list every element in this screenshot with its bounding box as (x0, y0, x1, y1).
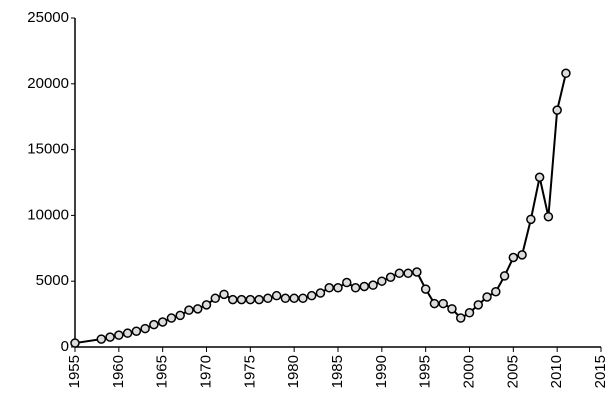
marker (201, 300, 212, 310)
x-tick-label: 1980 (285, 355, 302, 388)
x-tick-label: 1955 (66, 355, 83, 388)
marker (289, 293, 299, 304)
marker (333, 283, 343, 293)
marker (166, 313, 177, 323)
marker (482, 292, 492, 302)
marker (359, 281, 370, 292)
marker (526, 214, 536, 225)
y-tick-label: 10000 (27, 206, 69, 223)
marker (263, 293, 273, 304)
marker (377, 276, 387, 286)
y-tick-label: 20000 (27, 75, 69, 92)
marker (254, 294, 264, 305)
marker (140, 323, 150, 334)
marker (412, 267, 422, 277)
x-tick-label: 2000 (460, 355, 477, 388)
x-tick-label: 1995 (417, 355, 434, 388)
marker (561, 68, 571, 79)
y-tick-label: 25000 (27, 9, 69, 26)
marker (114, 330, 124, 340)
marker (491, 286, 501, 297)
x-tick-label: 1990 (373, 355, 390, 388)
marker (403, 268, 413, 279)
x-tick-label: 1970 (197, 355, 214, 388)
marker (552, 105, 562, 115)
y-tick-label: 5000 (36, 272, 69, 289)
line (74, 73, 567, 345)
marker (245, 294, 256, 305)
marker (298, 293, 308, 304)
marker (192, 304, 203, 314)
marker (543, 211, 554, 222)
marker (236, 294, 247, 305)
x-tick-label: 1975 (241, 355, 258, 388)
marker (368, 280, 378, 290)
marker (438, 298, 448, 309)
marker (455, 313, 466, 323)
marker (280, 293, 291, 304)
marker (184, 305, 194, 315)
marker (508, 252, 519, 263)
marker (447, 304, 457, 314)
marker (271, 290, 282, 301)
marker (429, 298, 440, 309)
marker (420, 284, 431, 294)
marker (534, 172, 545, 182)
marker (394, 268, 405, 279)
marker (342, 277, 352, 288)
marker (122, 328, 133, 338)
marker (350, 283, 361, 293)
y-tick-label: 15000 (27, 141, 69, 158)
marker (175, 310, 185, 321)
marker (219, 289, 229, 300)
marker (96, 334, 107, 344)
marker (157, 317, 168, 327)
marker (228, 294, 238, 305)
marker (210, 293, 221, 304)
marker (306, 290, 317, 301)
x-tick-label: 2015 (592, 355, 609, 388)
x-tick-label: 1960 (110, 355, 127, 388)
marker (70, 338, 80, 348)
x-tick-label: 1965 (154, 355, 171, 388)
marker (315, 288, 326, 298)
x-tick-label: 2010 (548, 355, 565, 388)
marker (473, 300, 484, 310)
x-tick-label: 2005 (504, 355, 521, 388)
marker (324, 283, 334, 293)
marker (385, 272, 396, 283)
marker (517, 250, 527, 260)
marker (105, 332, 115, 342)
y-tick-label: 0 (61, 338, 69, 355)
x-tick-label: 1985 (329, 355, 346, 388)
marker (499, 271, 510, 281)
marker (149, 319, 159, 330)
marker (464, 308, 475, 318)
marker (131, 326, 142, 336)
